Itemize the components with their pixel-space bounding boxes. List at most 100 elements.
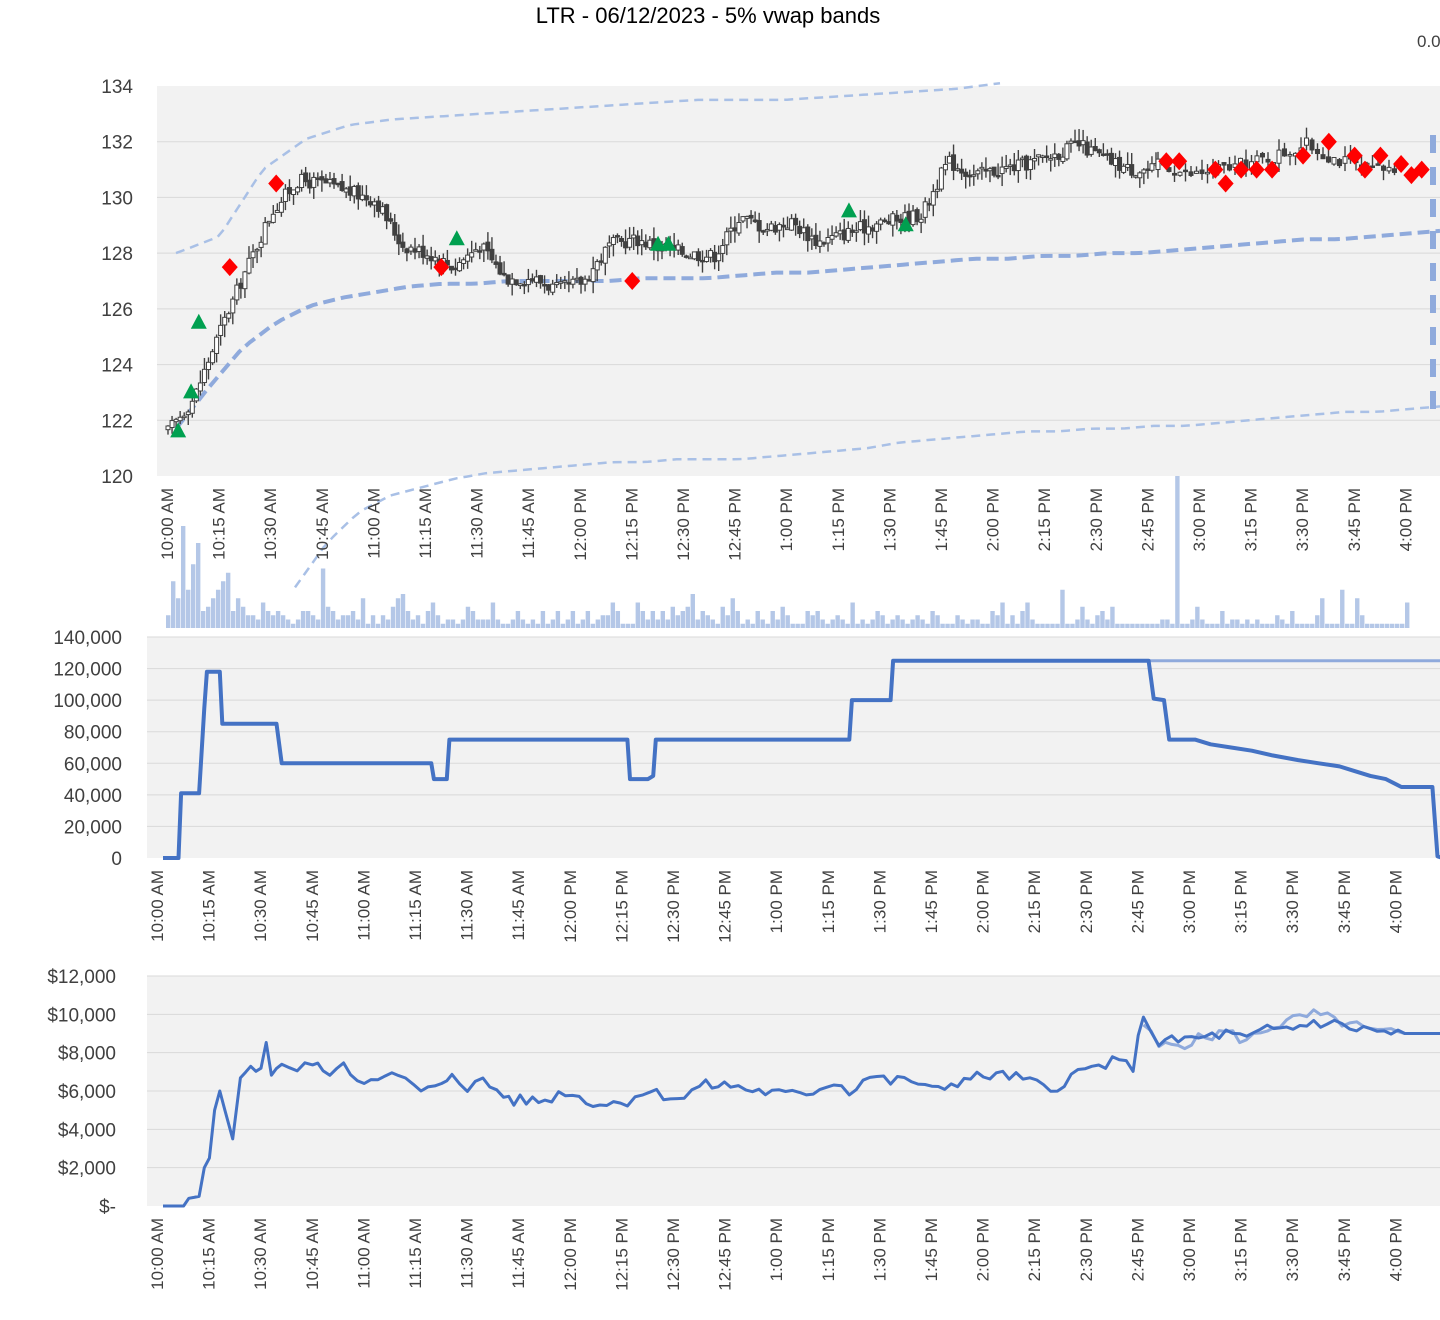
sell-marker — [268, 174, 285, 193]
candle-body — [999, 166, 1005, 175]
candle-body — [959, 168, 965, 174]
candlesticks — [165, 127, 1397, 435]
volume-bar — [405, 611, 411, 628]
volume-bar — [1275, 615, 1280, 628]
candle-body — [1370, 165, 1375, 168]
buy-marker — [183, 383, 200, 399]
volume-bar — [640, 611, 646, 628]
price-x-tick-label: 12:45 PM — [726, 488, 745, 561]
volume-bar — [985, 623, 990, 628]
volume-bar — [1220, 611, 1225, 628]
candle-body — [1068, 140, 1074, 144]
volume-bar — [410, 619, 416, 628]
candle-body — [1113, 158, 1119, 166]
candle-body — [311, 176, 317, 188]
candle-body — [1044, 155, 1050, 159]
volume-bar — [770, 611, 775, 628]
candle-body — [351, 185, 357, 197]
candle-body — [805, 226, 811, 242]
candle-body — [1060, 156, 1066, 162]
candle-body — [894, 214, 900, 222]
pnl-x-tick-label: 4:00 PM — [1386, 1218, 1405, 1281]
candle-body — [679, 246, 685, 255]
volume-bar — [395, 598, 401, 628]
candle-body — [598, 260, 604, 263]
volume-bar — [1235, 619, 1240, 628]
volume-bar — [1070, 623, 1075, 628]
volume-bar — [300, 611, 306, 628]
candle-body — [1254, 155, 1260, 163]
pnl-x-tick-label: Close — [1438, 1218, 1440, 1261]
volume-bar — [505, 623, 511, 628]
volume-bar — [1165, 619, 1170, 628]
volume-bar — [635, 602, 641, 628]
candle-body — [878, 219, 884, 225]
candle-body — [809, 235, 815, 240]
candle-body — [687, 256, 693, 260]
corner-label: 0.0 — [1417, 32, 1440, 51]
candle-body — [704, 256, 710, 262]
volume-bar — [245, 615, 251, 628]
candle-body — [1282, 148, 1287, 157]
upper-band-line — [175, 81, 1001, 255]
volume-bar — [270, 615, 276, 628]
candle-body — [643, 241, 649, 248]
candle-body — [995, 174, 1001, 178]
pnl-lines — [163, 1008, 1440, 1208]
volume-bar — [1380, 623, 1385, 628]
candle-body — [1076, 140, 1082, 147]
candle-body — [1011, 164, 1017, 172]
candle-body — [1023, 155, 1029, 171]
volume-bar — [755, 611, 760, 628]
candle-body — [1072, 140, 1078, 144]
candle-body — [566, 282, 572, 285]
candle-body — [218, 324, 224, 336]
candle-body — [469, 252, 475, 258]
candle-body — [1227, 164, 1232, 171]
candle-body — [205, 361, 211, 371]
candle-body — [1040, 155, 1046, 158]
price-y-tick-label: 120 — [101, 467, 133, 488]
position-plot-area — [147, 637, 1440, 858]
position-x-tick-label: 12:30 PM — [664, 870, 683, 943]
candle-body — [372, 201, 378, 206]
price-x-tick-label: 11:30 AM — [468, 488, 487, 559]
volume-bar — [870, 619, 875, 628]
candle-body — [1064, 143, 1070, 160]
candle-body — [594, 261, 600, 271]
position-x-tick-label: 1:00 PM — [767, 870, 786, 933]
pnl-x-tick-label: 2:15 PM — [1025, 1218, 1044, 1281]
candle-body — [432, 256, 438, 262]
candle-body — [303, 172, 309, 183]
position-line — [163, 658, 1440, 860]
volume-bar — [1000, 602, 1005, 628]
candle-body — [1183, 169, 1188, 173]
volume-bar — [1150, 623, 1155, 628]
volume-bar — [280, 615, 286, 628]
candle-body — [1326, 156, 1331, 163]
candle-body — [740, 216, 746, 222]
volume-bar — [625, 623, 631, 628]
volume-bar — [1245, 619, 1250, 628]
volume-bar — [740, 623, 745, 628]
candle-body — [853, 230, 859, 233]
pnl-x-tick-label: 11:30 AM — [458, 1218, 477, 1289]
candle-body — [282, 188, 288, 202]
candle-body — [416, 246, 422, 252]
candle-body — [295, 187, 301, 193]
candle-body — [234, 284, 240, 301]
volume-bar — [1215, 623, 1220, 628]
position-x-tick-label: 10:15 AM — [200, 870, 219, 942]
buy-marker — [897, 216, 914, 232]
volume-bar — [1100, 611, 1105, 628]
candle-body — [550, 283, 556, 293]
volume-bar — [1330, 623, 1335, 628]
volume-bar — [855, 623, 860, 628]
candle-body — [323, 178, 329, 184]
candle-body — [1125, 163, 1131, 168]
position-x-tick-label: 2:30 PM — [1077, 870, 1096, 933]
candle-body — [250, 251, 256, 259]
volume-bar — [970, 619, 975, 628]
candle-body — [165, 425, 171, 431]
